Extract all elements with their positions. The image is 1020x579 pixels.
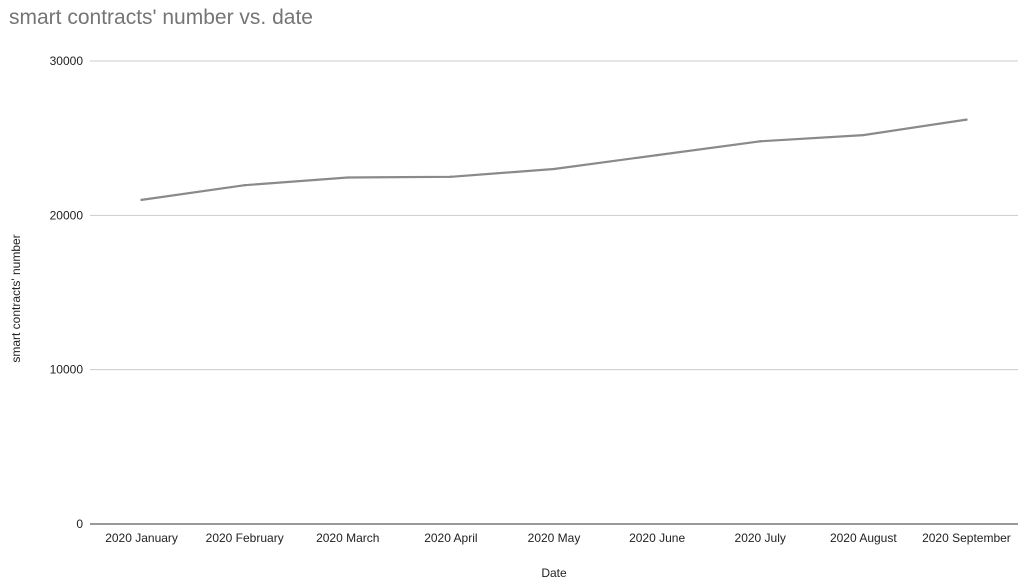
series-line: [140, 118, 968, 201]
y-tick-labels: 0 10000 20000 30000: [50, 54, 84, 531]
series-group: [140, 118, 968, 202]
data-point: [449, 175, 453, 178]
data-point: [140, 198, 143, 202]
x-tick-label: 2020 September: [922, 531, 1011, 545]
data-point: [243, 184, 246, 187]
x-axis-title: Date: [541, 566, 567, 579]
data-point: [552, 167, 556, 171]
x-tick-label: 2020 March: [316, 531, 379, 545]
x-tick-label: 2020 July: [735, 531, 786, 545]
y-tick-label: 20000: [50, 208, 84, 222]
x-tick-label: 2020 August: [830, 531, 897, 545]
x-tick-labels: 2020 January 2020 February 2020 March 2020 …: [105, 531, 1011, 545]
y-tick-label: 0: [76, 517, 83, 531]
x-tick-label: 2020 May: [528, 531, 581, 545]
data-point: [862, 133, 865, 137]
y-tick-label: 10000: [50, 363, 84, 377]
x-tick-label: 2020 February: [206, 531, 284, 545]
chart-title: smart contracts' number vs. date: [9, 6, 313, 29]
y-tick-label: 30000: [50, 54, 84, 68]
x-tick-label: 2020 January: [105, 531, 178, 545]
x-tick-label: 2020 June: [629, 531, 685, 545]
y-axis-title: smart contracts' number: [9, 234, 23, 362]
data-point: [655, 153, 659, 157]
x-tick-label: 2020 April: [424, 531, 477, 545]
data-point: [759, 140, 762, 143]
data-point: [965, 118, 968, 121]
gridlines: [90, 60, 1018, 371]
data-point: [346, 176, 349, 179]
